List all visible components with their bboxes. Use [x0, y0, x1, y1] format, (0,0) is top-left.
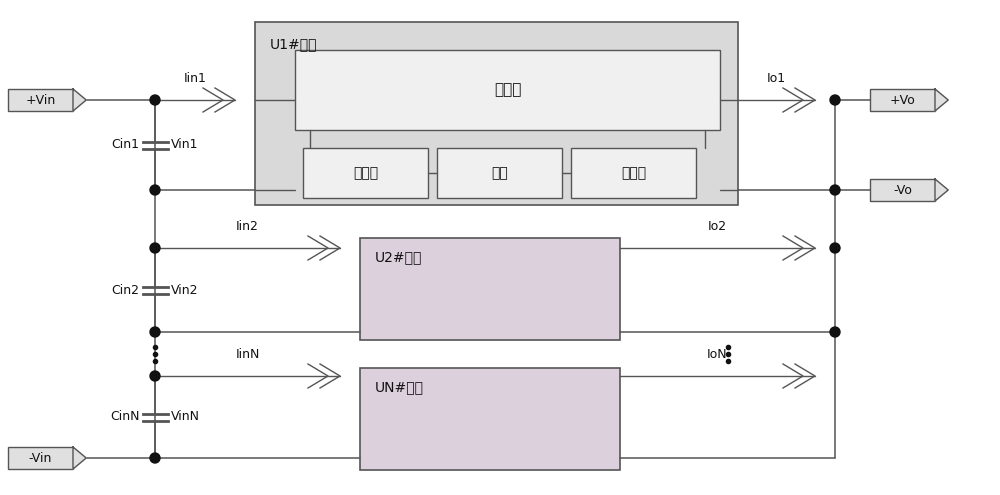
Circle shape	[830, 185, 840, 195]
Polygon shape	[73, 89, 86, 111]
Circle shape	[150, 453, 160, 463]
Bar	[437, 148, 562, 198]
Text: Cin1: Cin1	[112, 139, 140, 151]
Text: 光耦: 光耦	[491, 166, 508, 180]
Bar	[571, 148, 696, 198]
Text: Cin2: Cin2	[112, 284, 140, 297]
Text: VinN: VinN	[170, 410, 200, 424]
Text: Vin2: Vin2	[170, 284, 198, 297]
Text: UN#模块: UN#模块	[375, 380, 424, 394]
Circle shape	[830, 327, 840, 337]
Polygon shape	[935, 89, 948, 111]
Bar	[360, 238, 620, 340]
Bar	[8, 89, 73, 111]
Text: Iin1: Iin1	[184, 72, 206, 85]
Bar	[8, 447, 73, 469]
Text: CinN: CinN	[110, 410, 140, 424]
Circle shape	[150, 95, 160, 105]
Polygon shape	[935, 179, 948, 201]
Text: Io2: Io2	[708, 220, 727, 233]
Circle shape	[830, 95, 840, 105]
Bar	[255, 22, 738, 205]
Text: +Vin: +Vin	[25, 94, 56, 106]
Text: U2#模块: U2#模块	[375, 250, 422, 264]
Bar	[295, 50, 720, 130]
Text: Vin1: Vin1	[170, 139, 198, 151]
Bar	[360, 368, 620, 470]
Bar	[303, 148, 428, 198]
Text: IoN: IoN	[707, 348, 728, 361]
Text: IinN: IinN	[235, 348, 260, 361]
Bar	[870, 89, 935, 111]
Text: Io1: Io1	[767, 72, 786, 85]
Text: +Vo: +Vo	[890, 94, 915, 106]
Text: 反馈２: 反馈２	[353, 166, 378, 180]
Polygon shape	[73, 447, 86, 469]
Circle shape	[150, 185, 160, 195]
Bar	[870, 179, 935, 201]
Text: 反馈１: 反馈１	[621, 166, 646, 180]
Circle shape	[150, 327, 160, 337]
Text: 功率级: 功率级	[494, 83, 521, 98]
Circle shape	[150, 243, 160, 253]
Text: Iin2: Iin2	[236, 220, 259, 233]
Circle shape	[830, 243, 840, 253]
Circle shape	[150, 371, 160, 381]
Text: -Vin: -Vin	[29, 451, 52, 464]
Text: U1#模块: U1#模块	[270, 37, 318, 51]
Text: -Vo: -Vo	[893, 184, 912, 197]
